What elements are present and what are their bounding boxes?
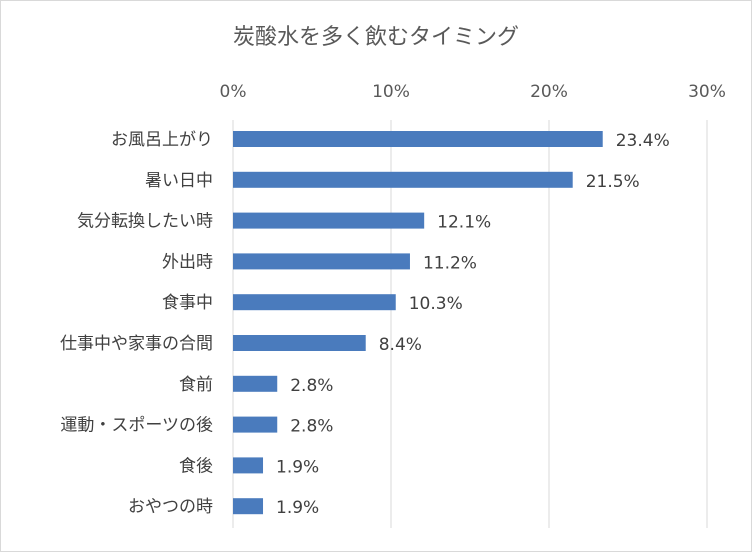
category-label: 運動・スポーツの後 — [60, 416, 213, 436]
category-label: 食前 — [179, 375, 213, 395]
category-label: お風呂上がり — [111, 130, 213, 150]
category-label: 食後 — [179, 456, 213, 476]
data-label: 8.4% — [379, 335, 422, 355]
bar — [233, 253, 410, 270]
data-label: 11.2% — [423, 253, 477, 273]
data-label: 1.9% — [276, 498, 319, 518]
x-tick-label: 30% — [688, 82, 726, 102]
category-label: おやつの時 — [128, 497, 213, 517]
data-label: 1.9% — [276, 457, 319, 477]
data-label: 21.5% — [586, 172, 640, 192]
category-label: 食事中 — [162, 293, 213, 313]
bar — [233, 131, 603, 147]
data-label: 2.8% — [290, 417, 333, 437]
bar — [233, 498, 264, 515]
bar — [233, 294, 396, 311]
bar — [233, 171, 573, 188]
category-label: 仕事中や家事の合間 — [60, 334, 213, 354]
bar — [233, 457, 264, 474]
data-label: 23.4% — [616, 131, 670, 151]
category-label: 外出時 — [162, 252, 213, 272]
data-label: 10.3% — [409, 294, 463, 314]
data-label: 12.1% — [437, 213, 491, 233]
bar — [233, 375, 278, 392]
x-tick-label: 0% — [220, 82, 247, 102]
chart-title: 炭酸水を多く飲むタイミング — [233, 25, 519, 50]
category-label: 暑い日中 — [145, 171, 213, 191]
bar — [233, 212, 425, 229]
bar — [233, 335, 366, 351]
category-label: 気分転換したい時 — [77, 212, 213, 232]
data-label: 2.8% — [290, 376, 333, 396]
bar — [233, 416, 278, 433]
x-tick-label: 20% — [530, 82, 568, 102]
x-tick-label: 10% — [372, 82, 410, 102]
